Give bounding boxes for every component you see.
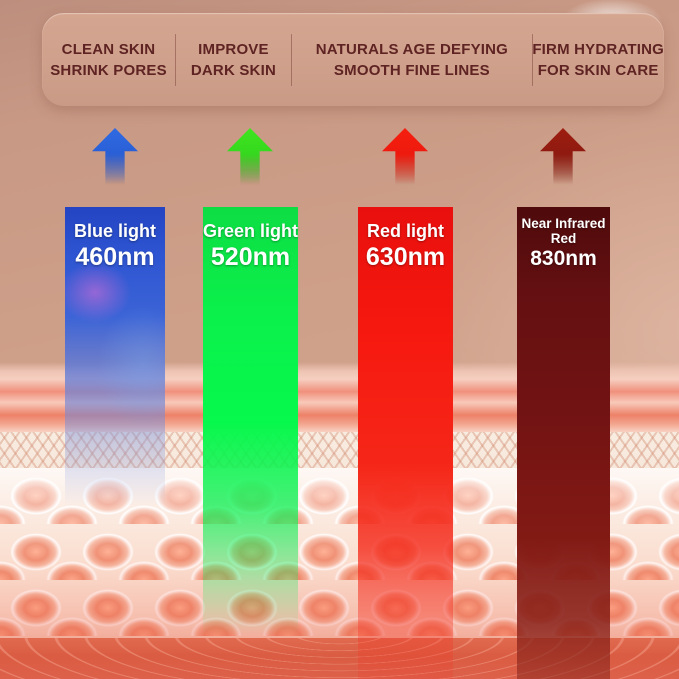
red-light-bar: Red light 630nm [358, 207, 453, 679]
blue-light-bar: Blue light 460nm [65, 207, 165, 512]
light-name: Near Infrared [521, 216, 606, 231]
near-infrared-light-label: Near Infrared Red 830nm [517, 207, 610, 271]
up-arrow-blue-icon [92, 128, 138, 186]
benefit-line: SMOOTH FINE LINES [333, 61, 490, 79]
light-wavelength: 830nm [530, 247, 597, 270]
light-name: Green light [203, 221, 299, 241]
benefit-green-light: IMPROVE DARK SKIN [175, 39, 291, 81]
red-light-label: Red light 630nm [358, 207, 453, 272]
light-wavelength: 460nm [75, 243, 155, 271]
light-wavelength: 520nm [210, 243, 291, 271]
benefit-blue-light: CLEAN SKIN SHRINK PORES [42, 39, 175, 81]
benefit-near-infrared: FIRM HYDRATING FOR SKIN CARE [532, 39, 664, 81]
light-name-2: Red [550, 231, 577, 246]
light-wavelength: 630nm [365, 243, 446, 271]
near-infrared-light-bar: Near Infrared Red 830nm [517, 207, 610, 679]
blue-light-label: Blue light 460nm [65, 207, 165, 272]
benefit-line: DARK SKIN [190, 61, 276, 79]
light-name: Blue light [74, 221, 156, 241]
up-arrow-red-icon [382, 128, 428, 186]
up-arrow-green-icon [227, 128, 273, 186]
benefits-panel: CLEAN SKIN SHRINK PORES IMPROVE DARK SKI… [42, 13, 664, 106]
benefit-line: SHRINK PORES [50, 61, 167, 79]
benefit-red-light: NATURALS AGE DEFYING SMOOTH FINE LINES [292, 39, 532, 81]
benefit-line: FOR SKIN CARE [537, 61, 659, 79]
benefit-line: NATURALS AGE DEFYING [315, 40, 509, 58]
benefit-line: FIRM HYDRATING [532, 40, 664, 58]
benefit-line: IMPROVE [198, 40, 269, 58]
light-name: Red light [367, 221, 444, 241]
green-light-label: Green light 520nm [203, 207, 298, 272]
benefit-line: CLEAN SKIN [61, 40, 156, 58]
green-light-bar: Green light 520nm [203, 207, 298, 635]
up-arrow-near-infrared-icon [540, 128, 586, 186]
